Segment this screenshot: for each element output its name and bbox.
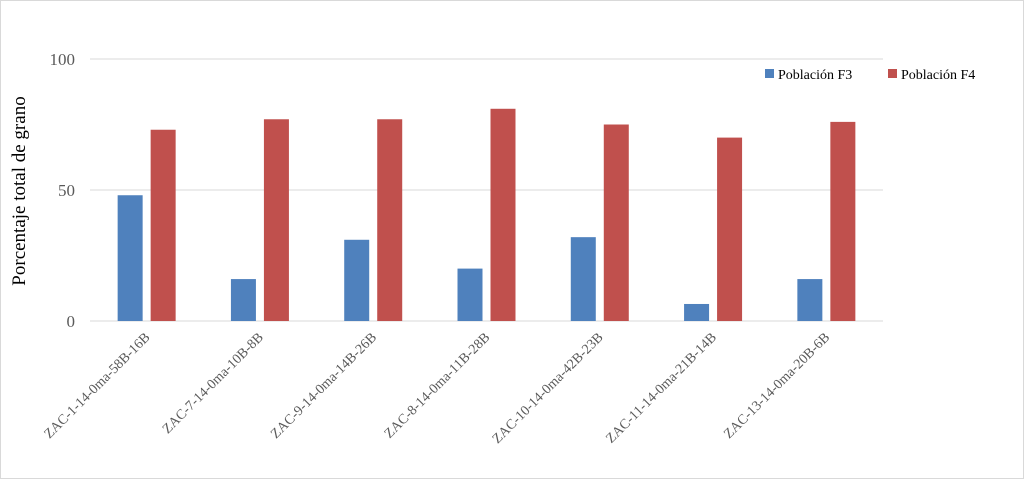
- x-tick-label: ZAC-7-14-0ma-10B-8B: [160, 330, 267, 437]
- x-tick-label: ZAC-8-14-0ma-11B-28B: [382, 330, 493, 441]
- gridlines: [90, 58, 883, 322]
- bar-poblacion-f4: [377, 119, 403, 321]
- bar-poblacion-f3: [117, 195, 143, 321]
- bar-poblacion-f4: [830, 121, 856, 321]
- bar-poblacion-f4: [717, 137, 743, 321]
- bar-poblacion-f4: [150, 129, 176, 321]
- bar-poblacion-f3: [797, 279, 823, 321]
- y-tick-label: 100: [50, 50, 76, 69]
- y-tick-label: 50: [58, 181, 75, 200]
- x-tick-label: ZAC-10-14-0ma-42B-23B: [490, 330, 607, 447]
- x-tick-label: ZAC-11-14-0ma-21B-14B: [604, 330, 720, 446]
- legend: Población F3 Población F4: [765, 68, 975, 83]
- y-axis-label: Porcentaje total de grano: [9, 96, 30, 285]
- bar-poblacion-f3: [684, 303, 710, 321]
- x-tick-label: ZAC-1-14-0ma-58B-16B: [42, 330, 154, 442]
- x-tick-label: ZAC-13-14-0ma-20B-6B: [721, 330, 833, 442]
- legend-swatch: [888, 69, 897, 78]
- bar-poblacion-f3: [344, 239, 370, 321]
- bar-poblacion-f3: [230, 279, 256, 321]
- y-tick-label: 0: [67, 312, 76, 331]
- bars: [117, 108, 856, 321]
- y-axis-ticks: 0 50 100: [50, 50, 76, 331]
- bar-poblacion-f4: [603, 124, 629, 321]
- bar-poblacion-f3: [570, 237, 596, 321]
- bar-poblacion-f4: [490, 108, 516, 321]
- x-tick-label: ZAC-9-14-0ma-14B-26B: [268, 330, 380, 442]
- legend-swatch: [765, 69, 774, 78]
- legend-label: Población F4: [901, 68, 975, 83]
- bar-poblacion-f3: [457, 268, 483, 321]
- x-axis-ticks: ZAC-1-14-0ma-58B-16B ZAC-7-14-0ma-10B-8B Z…: [42, 330, 834, 447]
- bar-poblacion-f4: [263, 119, 289, 321]
- legend-label: Población F3: [778, 68, 852, 83]
